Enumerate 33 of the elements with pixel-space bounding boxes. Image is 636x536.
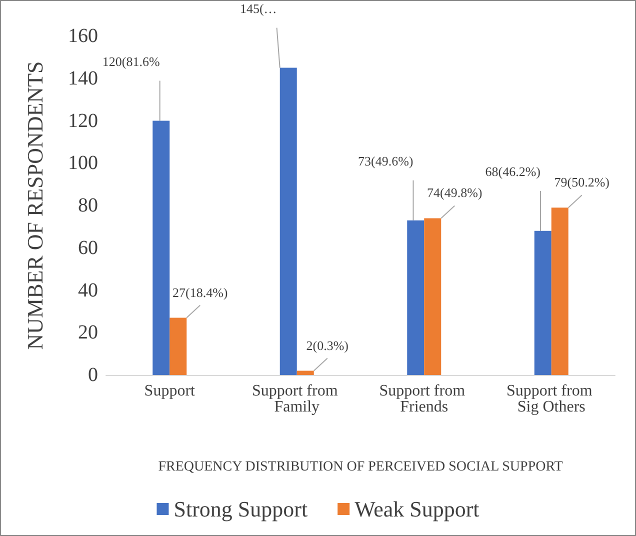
y-tick-label: 80 (78, 194, 98, 216)
data-label: 120(81.6% (102, 54, 160, 69)
data-label: 74(49.8%) (427, 185, 482, 200)
data-label: 145(… (240, 0, 277, 16)
y-tick-label: 120 (68, 110, 98, 132)
bar (152, 120, 170, 375)
y-tick-label: 60 (78, 236, 98, 259)
y-tick-label: 140 (68, 67, 98, 90)
bar (170, 318, 187, 375)
legend-label: Strong Support (174, 496, 308, 522)
bar (296, 370, 314, 375)
bar (534, 230, 552, 375)
legend-label: Weak Support (354, 496, 480, 522)
data-label: 68(46.2%) (485, 164, 540, 179)
bar (551, 208, 568, 375)
data-label: 73(49.6%) (358, 153, 414, 168)
y-axis-title: NUMBER OF RESPONDENTS (22, 61, 48, 350)
data-label: 2(0.3%) (306, 338, 348, 353)
data-label: 27(18.4%) (172, 284, 228, 300)
x-tick-label: Support from Friends (379, 382, 470, 416)
x-axis-title: FREQUENCY DISTRIBUTION OF PERCEIVED SOCIAL SUPPORT (158, 460, 564, 474)
y-tick-label: 40 (78, 279, 98, 302)
bar (424, 218, 442, 375)
bar (407, 220, 424, 375)
data-label: 79(50.2%) (554, 174, 610, 190)
y-tick-label: 100 (68, 152, 98, 174)
x-tick-label: Support from Sig Others (506, 382, 596, 416)
y-tick-label: 0 (88, 364, 98, 386)
y-tick-label: 160 (68, 25, 98, 47)
x-tick-label: Support (144, 382, 196, 400)
y-tick-label: 20 (78, 322, 98, 344)
x-tick-label: Support from Family (252, 382, 342, 416)
bar (280, 68, 297, 375)
